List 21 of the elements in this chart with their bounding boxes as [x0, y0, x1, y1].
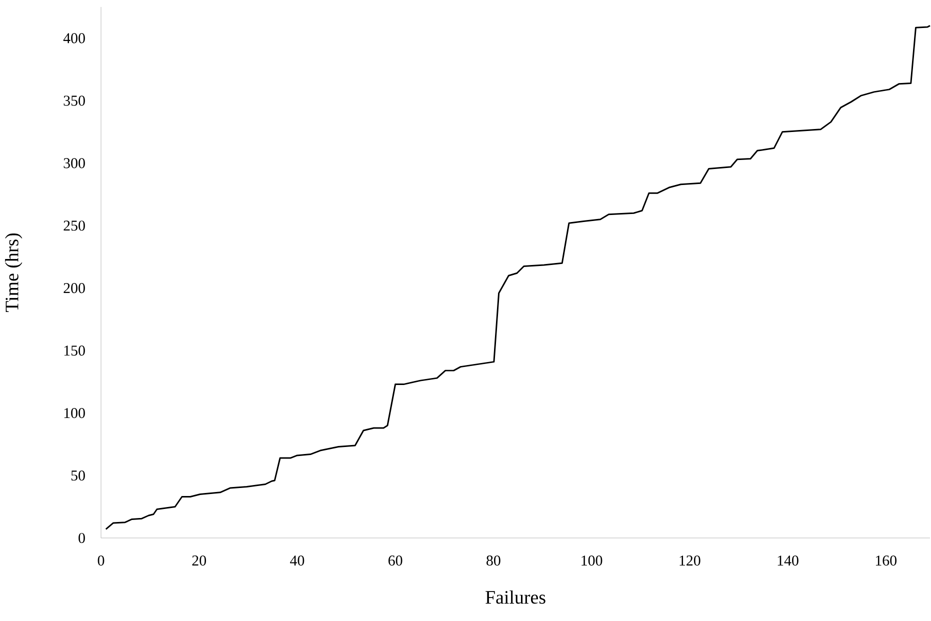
x-tick-label: 40: [290, 556, 304, 566]
y-tick-label: 200: [64, 283, 85, 294]
y-tick-label: 400: [63, 33, 85, 44]
x-tick-label: 20: [192, 556, 206, 566]
x-tick-label: 0: [98, 556, 104, 566]
y-tick-label: 0: [78, 532, 85, 544]
x-tick-label: 60: [388, 556, 402, 566]
y-tick-label: 50: [71, 470, 85, 481]
x-tick-label: 160: [876, 556, 897, 566]
y-tick-label: 250: [64, 220, 85, 231]
x-tick-label: 120: [680, 556, 700, 566]
y-axis-title: Time (hrs): [5, 233, 22, 312]
x-tick-label: 80: [486, 556, 500, 566]
x-tick-label: 100: [582, 556, 602, 566]
x-axis-title: Failures: [486, 590, 546, 604]
y-tick-label: 100: [64, 408, 85, 418]
x-tick-label: 140: [778, 556, 798, 566]
line-series: [105, 24, 931, 530]
y-tick-label: 300: [64, 158, 85, 168]
y-tick-label: 350: [64, 96, 85, 106]
y-tick-label: 150: [64, 346, 85, 356]
